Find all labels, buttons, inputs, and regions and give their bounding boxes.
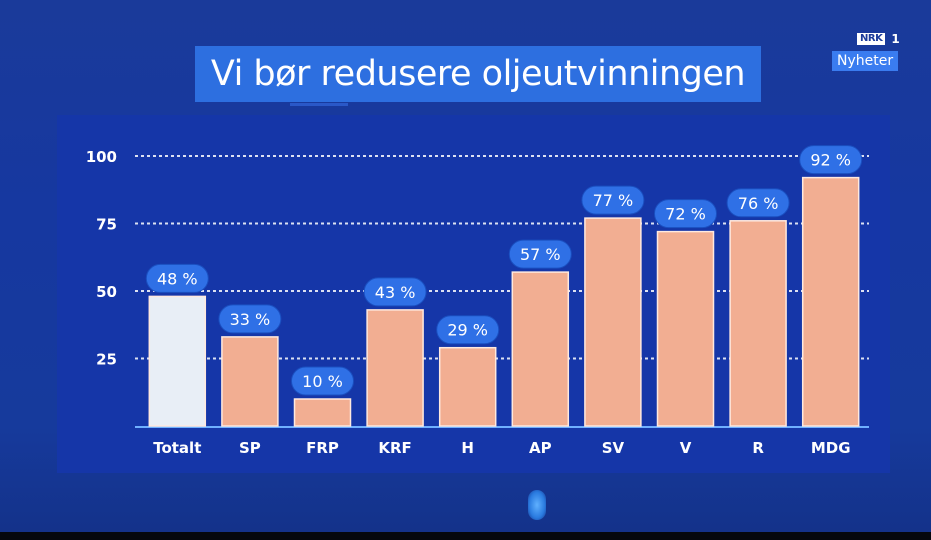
- data-label-pill: [218, 304, 282, 334]
- data-label-pill: [436, 315, 500, 345]
- data-label: 29 %: [447, 321, 488, 340]
- data-label: 72 %: [665, 205, 706, 224]
- bar-krf: [366, 309, 424, 427]
- x-tick-label: SV: [602, 439, 625, 457]
- data-label: 57 %: [520, 245, 561, 264]
- x-tick-label: SP: [239, 439, 261, 457]
- x-tick-label: Totalt: [153, 439, 201, 457]
- bar-r: [729, 220, 787, 427]
- bar-ap: [511, 271, 570, 427]
- title-underline: [290, 103, 348, 106]
- data-label: 48 %: [157, 269, 198, 288]
- data-label: 43 %: [375, 283, 416, 302]
- x-tick-label: R: [752, 439, 764, 457]
- bar-h: [438, 346, 497, 427]
- y-tick-label: 100: [86, 148, 117, 166]
- screen-glare: [528, 490, 546, 520]
- bar-frp: [293, 398, 352, 427]
- data-label: 33 %: [230, 310, 271, 329]
- bar-sv: [584, 217, 642, 427]
- x-tick-label: FRP: [306, 439, 339, 457]
- data-label: 77 %: [593, 191, 634, 210]
- bar-totalt: [148, 295, 207, 427]
- data-label-pill: [726, 188, 790, 218]
- data-label-pill: [363, 277, 427, 307]
- chart-panel: 25 50 75 100 48 % Totalt 33 % SP 10 % FRP 43 % KRF 2…: [57, 115, 890, 473]
- bar-sp: [221, 336, 279, 427]
- bar-v: [656, 230, 715, 427]
- data-label-pill: [291, 366, 354, 396]
- y-tick-label: 25: [96, 351, 117, 369]
- x-tick-label: MDG: [811, 439, 851, 457]
- chart-title: Vi bør redusere oljeutvinningen: [210, 54, 746, 94]
- data-label: 92 %: [810, 151, 851, 170]
- data-label-pill: [508, 239, 572, 269]
- data-label: 10 %: [302, 372, 343, 391]
- data-label-pill: [799, 145, 863, 175]
- x-tick-label: KRF: [378, 439, 411, 457]
- x-tick-label: AP: [529, 439, 552, 457]
- y-tick-label: 50: [96, 283, 117, 301]
- data-label-pill: [654, 199, 717, 229]
- chart-title-box: Vi bør redusere oljeutvinningen: [195, 46, 761, 102]
- channel-number: 1: [891, 32, 900, 46]
- x-tick-label: H: [461, 439, 474, 457]
- y-tick-label: 75: [96, 216, 117, 234]
- channel-logo: NRK 1: [857, 32, 900, 46]
- data-label: 76 %: [738, 194, 779, 213]
- x-tick-label: V: [680, 439, 692, 457]
- bar-chart: 25 50 75 100 48 % Totalt 33 % SP 10 % FRP 43 % KRF 2…: [86, 145, 869, 457]
- channel-badge: Nyheter: [832, 51, 899, 71]
- nrk-logo-icon: NRK: [857, 33, 886, 45]
- data-label-pill: [581, 185, 645, 215]
- data-label-pill: [145, 263, 209, 293]
- bar-mdg: [801, 176, 860, 427]
